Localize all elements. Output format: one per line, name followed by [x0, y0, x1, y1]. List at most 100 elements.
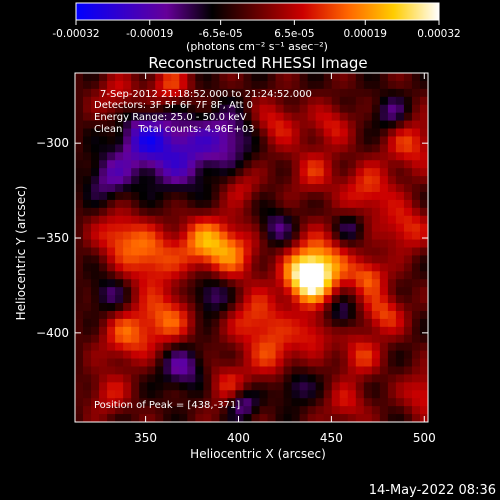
- heatmap-cell: [339, 88, 349, 98]
- heatmap-cell: [155, 152, 164, 161]
- heatmap-cell: [235, 326, 244, 336]
- heatmap-cell: [235, 160, 244, 169]
- heatmap-cell: [115, 152, 124, 161]
- heatmap-cell: [387, 223, 397, 233]
- heatmap-cell: [123, 207, 132, 217]
- heatmap-cell: [147, 168, 156, 177]
- heatmap-cell: [371, 152, 381, 161]
- heatmap-cell: [235, 144, 244, 153]
- heatmap-cell: [91, 207, 100, 217]
- heatmap-cell: [307, 310, 317, 320]
- heatmap-cell: [395, 176, 405, 185]
- heatmap-cell: [403, 207, 413, 217]
- heatmap-cell: [291, 318, 301, 328]
- heatmap-cell: [91, 406, 100, 415]
- heatmap-cell: [235, 231, 244, 240]
- heatmap-cell: [107, 80, 116, 90]
- heatmap-cell: [171, 88, 180, 98]
- heatmap-cell: [203, 80, 212, 90]
- heatmap-cell: [179, 334, 188, 344]
- heatmap-cell: [275, 128, 284, 137]
- heatmap-cell: [283, 374, 293, 383]
- heatmap-cell: [371, 96, 381, 106]
- heatmap-cell: [307, 247, 317, 256]
- heatmap-cell: [267, 73, 276, 82]
- heatmap-cell: [235, 255, 244, 264]
- heatmap-cell: [299, 120, 309, 129]
- heatmap-cell: [411, 168, 421, 177]
- heatmap-cell: [283, 271, 293, 280]
- heatmap-cell: [331, 239, 341, 248]
- heatmap-cell: [307, 374, 317, 383]
- heatmap-cell: [227, 176, 236, 185]
- heatmap-cell: [347, 326, 357, 336]
- heatmap-cell: [211, 152, 220, 161]
- heatmap-cell: [275, 80, 284, 90]
- heatmap-cell: [411, 287, 421, 296]
- heatmap-cell: [131, 366, 140, 375]
- heatmap-cell: [211, 184, 220, 193]
- heatmap-cell: [243, 184, 252, 193]
- heatmap-cell: [355, 263, 365, 272]
- heatmap-cell: [139, 390, 148, 399]
- heatmap-cell: [155, 279, 164, 288]
- heatmap-cell: [275, 398, 284, 407]
- heatmap-cell: [283, 350, 293, 359]
- heatmap-cell: [267, 184, 276, 193]
- heatmap-cell: [403, 342, 413, 352]
- heatmap-cell: [387, 310, 397, 320]
- heatmap-cell: [387, 382, 397, 391]
- heatmap-cell: [75, 414, 84, 423]
- heatmap-cell: [171, 191, 180, 201]
- heatmap-cell: [379, 176, 389, 185]
- heatmap-cell: [227, 318, 236, 328]
- heatmap-cell: [307, 136, 317, 145]
- heatmap-cell: [291, 334, 301, 344]
- heatmap-cell: [363, 176, 373, 185]
- heatmap-cell: [299, 144, 309, 153]
- heatmap-cell: [371, 390, 381, 399]
- heatmap-cell: [251, 414, 260, 423]
- heatmap-cell: [107, 263, 116, 272]
- heatmap-cell: [315, 303, 325, 312]
- heatmap-cell: [387, 144, 397, 153]
- heatmap-cell: [219, 382, 228, 391]
- heatmap-cell: [203, 303, 212, 312]
- heatmap-cell: [315, 88, 325, 98]
- heatmap-cell: [307, 88, 317, 98]
- heatmap-cell: [363, 382, 373, 391]
- heatmap-cell: [243, 191, 252, 201]
- heatmap-cell: [107, 247, 116, 256]
- heatmap-cell: [91, 279, 100, 288]
- heatmap-cell: [91, 168, 100, 177]
- heatmap-cell: [115, 374, 124, 383]
- heatmap-cell: [291, 398, 301, 407]
- heatmap-cell: [99, 136, 108, 145]
- heatmap-cell: [363, 310, 373, 320]
- heatmap-cell: [107, 406, 116, 415]
- heatmap-cell: [115, 295, 124, 304]
- heatmap-cell: [163, 366, 172, 375]
- heatmap-cell: [83, 88, 92, 98]
- heatmap-cell: [307, 168, 317, 177]
- heatmap-cell: [267, 223, 276, 233]
- heatmap-cell: [99, 382, 108, 391]
- heatmap-cell: [235, 414, 244, 423]
- heatmap-cell: [195, 406, 204, 415]
- heatmap-cell: [219, 390, 228, 399]
- heatmap-cell: [203, 176, 212, 185]
- heatmap-cell: [259, 184, 268, 193]
- heatmap-cell: [323, 406, 333, 415]
- heatmap-cell: [251, 263, 260, 272]
- heatmap-cell: [267, 414, 276, 423]
- heatmap-cell: [299, 160, 309, 169]
- heatmap-cell: [187, 104, 196, 114]
- heatmap-cell: [379, 104, 389, 114]
- heatmap-cell: [283, 104, 293, 114]
- heatmap-cell: [131, 263, 140, 272]
- heatmap-cell: [243, 318, 252, 328]
- heatmap-cell: [363, 374, 373, 383]
- heatmap-cell: [291, 310, 301, 320]
- heatmap-cell: [403, 406, 413, 415]
- heatmap-cell: [123, 152, 132, 161]
